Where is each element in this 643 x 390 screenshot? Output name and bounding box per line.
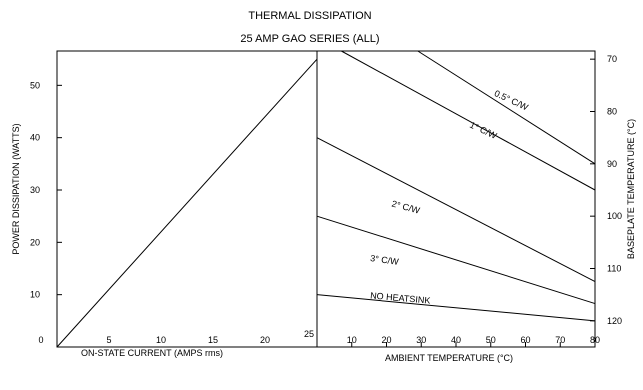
right-y-tick-label: 120 [607, 316, 622, 326]
left-series-group [56, 58, 318, 348]
chart-title: THERMAL DISSIPATION [248, 10, 371, 22]
chart-subtitle: 25 AMP GAO SERIES (ALL) [240, 33, 379, 45]
heatsink-line-label: 1° C/W [468, 120, 499, 141]
left-y-tick-label: 30 [30, 185, 40, 195]
heatsink-line-label: 0.5° C/W [493, 88, 530, 113]
left-y-tick-label: 10 [30, 290, 40, 300]
left-y-tick-label: 40 [30, 133, 40, 143]
heatsink-line [316, 215, 596, 305]
right-x-tick-label: 60 [520, 335, 530, 345]
heatsink-line [417, 50, 596, 165]
right-x-axis: 10 20 30 40 50 60 70 80 [347, 335, 600, 347]
left-series-line [56, 58, 318, 348]
heatsink-line-label: 3° C/W [370, 253, 400, 267]
right-y-tick-label: 90 [607, 159, 617, 169]
right-x-tick-label: 30 [416, 335, 426, 345]
right-x-tick-label: 50 [486, 335, 496, 345]
right-x-tick-label: 10 [347, 335, 357, 345]
right-x-tick-label: 40 [451, 335, 461, 345]
right-y-tick-label: 80 [607, 107, 617, 117]
right-x-tick-label: 70 [555, 335, 565, 345]
right-x-axis-label: AMBIENT TEMPERATURE (°C) [385, 353, 513, 363]
left-x-tick-label: 20 [260, 335, 270, 345]
right-y-tick-label: 70 [607, 54, 617, 64]
left-x-tick-label: 0 [38, 335, 43, 345]
left-y-tick-label: 50 [30, 80, 40, 90]
left-y-axis-label: POWER DISSIPATION (WATTS) [11, 123, 21, 254]
left-x-tick-label: 10 [156, 335, 166, 345]
plot-frame [56, 50, 596, 348]
left-y-axis: 10 20 30 40 50 [30, 80, 62, 300]
heatsink-line [316, 294, 596, 322]
right-y-tick-label: 110 [607, 264, 621, 274]
left-x-axis-label: ON-STATE CURRENT (AMPS rms) [81, 348, 223, 358]
heatsink-line [316, 137, 596, 283]
right-x-tick-label: 20 [381, 335, 391, 345]
heatsink-line-label: NO HEATSINK [370, 290, 431, 305]
right-series-group: 0.5° C/W 1° C/W 2° C/W 3° C/W NO HEATSINK [316, 50, 596, 322]
left-y-tick-label: 20 [30, 237, 40, 247]
left-x-axis: 0 5 10 15 20 25 [38, 329, 314, 345]
left-x-tick-label: 15 [208, 335, 218, 345]
right-x-tick-label: 80 [590, 335, 600, 345]
heatsink-line [341, 50, 596, 191]
right-y-axis-label: BASEPLATE TEMPERATURE (°C) [626, 119, 636, 259]
right-y-tick-label: 100 [607, 211, 622, 221]
heatsink-line-label: 2° C/W [391, 199, 422, 216]
left-x-tick-label: 25 [304, 329, 314, 339]
left-x-tick-label: 5 [106, 335, 111, 345]
